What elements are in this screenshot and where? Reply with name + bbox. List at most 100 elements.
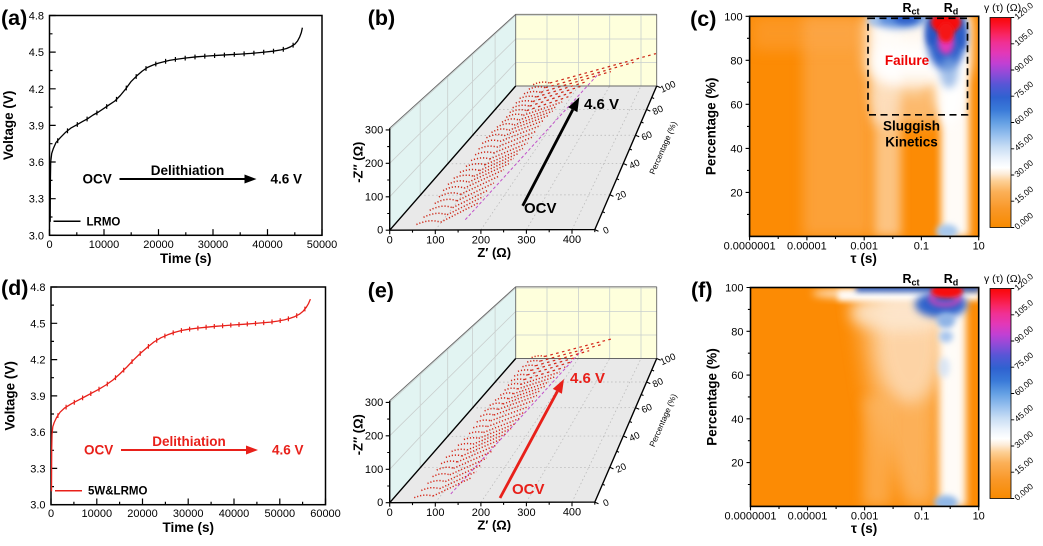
svg-text:100: 100 <box>365 191 383 203</box>
svg-text:40: 40 <box>730 143 742 155</box>
svg-text:300: 300 <box>517 507 535 519</box>
svg-text:0.1: 0.1 <box>914 240 929 252</box>
svg-text:200: 200 <box>472 234 490 246</box>
svg-text:Delithiation: Delithiation <box>152 434 226 449</box>
svg-text:4.6 V: 4.6 V <box>584 96 619 113</box>
svg-text:OCV: OCV <box>83 172 112 187</box>
svg-text:100: 100 <box>426 507 444 519</box>
svg-text:60: 60 <box>640 129 654 143</box>
svg-text:Delithiation: Delithiation <box>151 163 225 178</box>
svg-text:4.2: 4.2 <box>29 84 44 96</box>
svg-text:20000: 20000 <box>143 239 174 251</box>
svg-text:OCV: OCV <box>512 481 545 498</box>
svg-text:Failure: Failure <box>885 53 930 68</box>
svg-text:(d): (d) <box>1 276 28 300</box>
svg-text:3.0: 3.0 <box>30 500 45 512</box>
svg-text:30000: 30000 <box>198 239 229 251</box>
svg-text:-Z″ (Ω): -Z″ (Ω) <box>351 414 366 455</box>
svg-text:-Z″ (Ω): -Z″ (Ω) <box>351 142 366 183</box>
svg-text:4.6 V: 4.6 V <box>570 370 605 387</box>
svg-text:γ (τ) (Ω): γ (τ) (Ω) <box>984 2 1021 14</box>
svg-text:10: 10 <box>973 510 985 522</box>
svg-text:60000: 60000 <box>310 508 341 520</box>
svg-text:40000: 40000 <box>252 239 283 251</box>
svg-text:200: 200 <box>472 507 490 519</box>
svg-text:5W&LRMO: 5W&LRMO <box>88 486 147 498</box>
svg-text:60: 60 <box>640 402 654 416</box>
svg-text:40000: 40000 <box>219 508 250 520</box>
svg-text:30000: 30000 <box>173 508 204 520</box>
svg-text:τ (s): τ (s) <box>851 251 877 266</box>
svg-text:400: 400 <box>563 234 581 246</box>
svg-text:Kinetics: Kinetics <box>885 134 938 149</box>
svg-text:20000: 20000 <box>127 508 158 520</box>
svg-text:0.0000001: 0.0000001 <box>725 510 777 522</box>
svg-text:4.8: 4.8 <box>29 11 44 23</box>
svg-text:3.0: 3.0 <box>29 230 44 242</box>
svg-text:Voltage (V): Voltage (V) <box>1 91 16 161</box>
svg-text:3.3: 3.3 <box>29 194 44 206</box>
svg-text:0: 0 <box>48 508 54 520</box>
svg-text:300: 300 <box>365 124 383 136</box>
svg-text:100: 100 <box>426 235 444 247</box>
svg-text:10000: 10000 <box>89 239 120 251</box>
svg-text:0.1: 0.1 <box>914 510 929 522</box>
svg-text:(c): (c) <box>690 7 716 31</box>
svg-text:Time (s): Time (s) <box>160 251 212 266</box>
svg-text:LRMO: LRMO <box>87 216 121 228</box>
svg-text:0: 0 <box>377 497 383 509</box>
svg-text:τ (s): τ (s) <box>851 521 877 536</box>
svg-text:0: 0 <box>46 239 52 251</box>
svg-text:OCV: OCV <box>84 443 113 458</box>
svg-text:40: 40 <box>731 414 743 426</box>
svg-text:80: 80 <box>651 104 665 118</box>
svg-text:10: 10 <box>973 240 985 252</box>
svg-text:40: 40 <box>628 158 642 172</box>
svg-text:0.001: 0.001 <box>851 510 879 522</box>
svg-text:(e): (e) <box>368 279 394 303</box>
svg-text:4.8: 4.8 <box>30 282 45 294</box>
svg-text:50000: 50000 <box>307 239 338 251</box>
svg-text:0: 0 <box>377 225 383 237</box>
svg-text:3.6: 3.6 <box>30 427 45 439</box>
svg-text:10000: 10000 <box>82 508 113 520</box>
svg-text:20: 20 <box>730 187 742 199</box>
svg-text:60: 60 <box>731 370 743 382</box>
svg-text:4.6 V: 4.6 V <box>271 172 303 187</box>
svg-text:Voltage (V): Voltage (V) <box>3 361 18 431</box>
svg-text:Z′ (Ω): Z′ (Ω) <box>477 245 511 260</box>
svg-text:Z′ (Ω): Z′ (Ω) <box>477 518 511 533</box>
svg-text:(b): (b) <box>368 6 395 30</box>
svg-text:4.5: 4.5 <box>30 318 45 330</box>
svg-text:Percentage (%): Percentage (%) <box>704 348 719 446</box>
svg-text:(f): (f) <box>691 278 712 302</box>
svg-text:Percentage (%): Percentage (%) <box>704 78 719 176</box>
svg-text:OCV: OCV <box>524 200 557 217</box>
svg-text:0.001: 0.001 <box>850 240 878 252</box>
svg-text:200: 200 <box>365 158 383 170</box>
svg-text:60: 60 <box>730 99 742 111</box>
svg-text:80: 80 <box>730 55 742 67</box>
svg-text:4.2: 4.2 <box>30 355 45 367</box>
svg-text:0.0000001: 0.0000001 <box>724 240 776 252</box>
svg-text:50000: 50000 <box>265 508 296 520</box>
svg-text:20: 20 <box>731 458 743 470</box>
svg-text:(a): (a) <box>1 6 27 30</box>
svg-text:80: 80 <box>651 376 665 390</box>
svg-text:100: 100 <box>725 283 743 295</box>
svg-text:0.00001: 0.00001 <box>787 240 827 252</box>
svg-text:20: 20 <box>614 189 628 203</box>
svg-text:γ (τ) (Ω): γ (τ) (Ω) <box>984 273 1021 285</box>
svg-text:0: 0 <box>602 497 611 509</box>
svg-text:20: 20 <box>614 461 628 475</box>
svg-text:3.9: 3.9 <box>29 120 44 132</box>
svg-text:100: 100 <box>365 464 383 476</box>
svg-text:Sluggish: Sluggish <box>883 118 940 133</box>
svg-text:300: 300 <box>517 234 535 246</box>
svg-text:0: 0 <box>602 225 611 237</box>
svg-text:0: 0 <box>387 235 393 247</box>
svg-text:100: 100 <box>724 11 742 23</box>
svg-text:Time (s): Time (s) <box>162 520 214 535</box>
svg-text:200: 200 <box>365 430 383 442</box>
svg-text:4.5: 4.5 <box>29 47 44 59</box>
